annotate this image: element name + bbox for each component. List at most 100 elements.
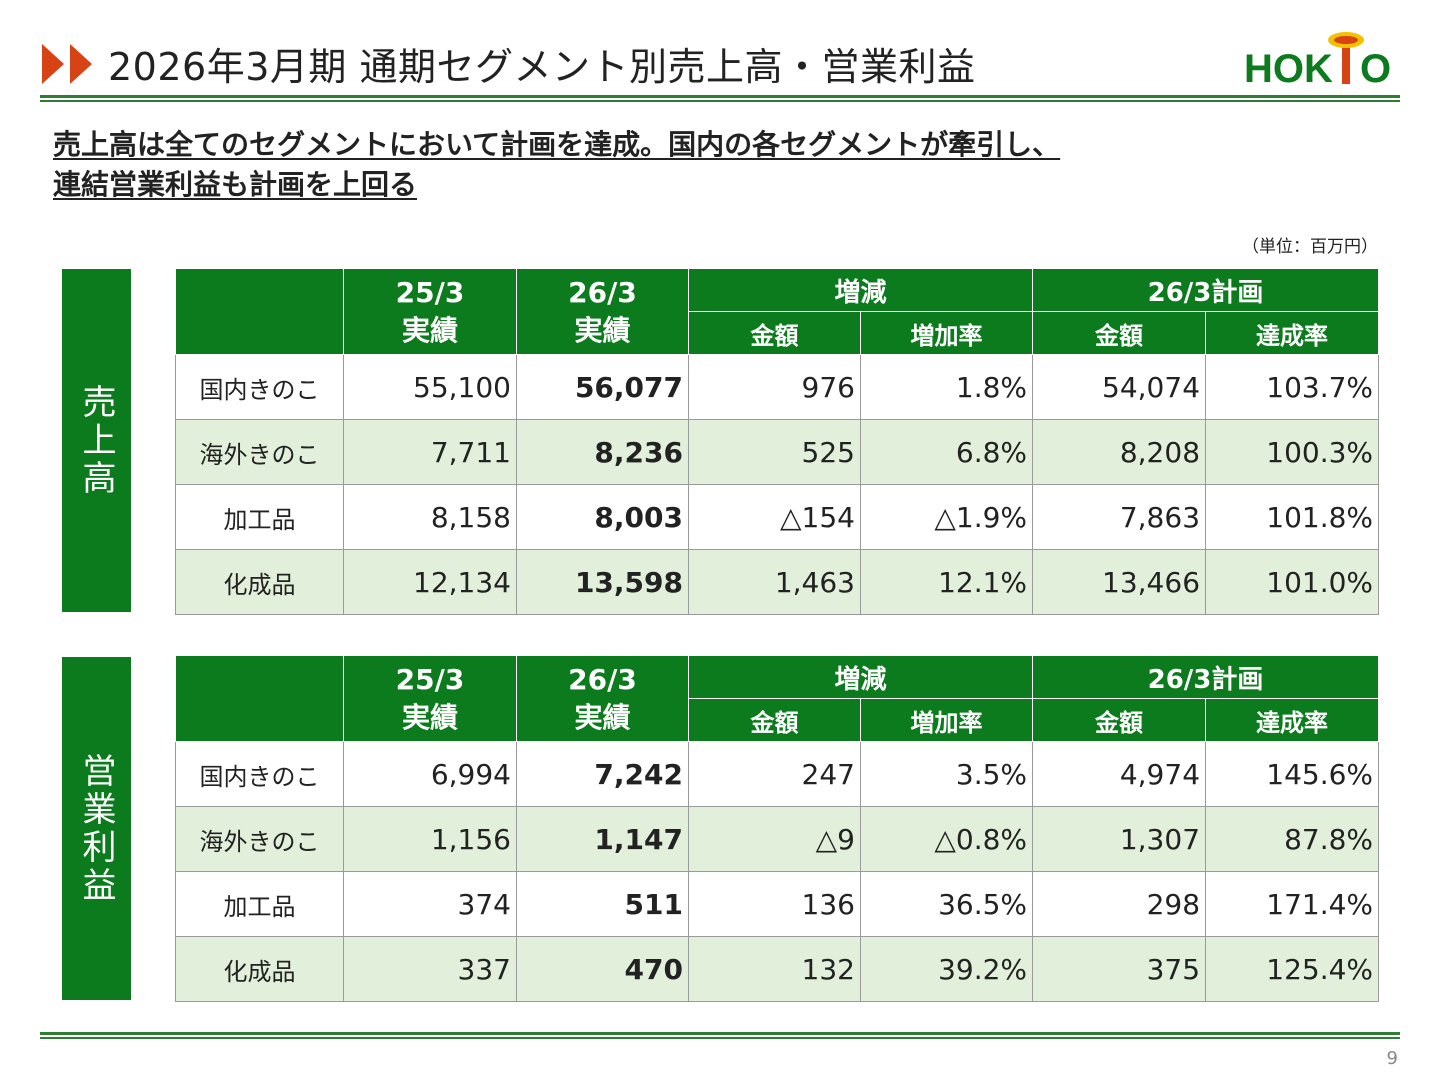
header-change-amount: 金額 <box>688 698 861 742</box>
header-change: 増減 <box>687 268 1034 312</box>
prev-value: 55,100 <box>343 354 517 420</box>
header-prev-year-label: 25/3 <box>395 275 465 309</box>
sales-table: 25/3 実績 26/3 実績 増減 26/3計画 金額 増加率 金額 達成率 … <box>175 268 1380 615</box>
prev-value: 7,711 <box>343 419 517 485</box>
header-prev-actual-label: 実績 <box>401 313 458 347</box>
plan-amount: 54,074 <box>1032 354 1207 420</box>
achievement-rate: 101.8% <box>1205 484 1380 550</box>
achievement-rate: 103.7% <box>1205 354 1380 420</box>
segment-name: 加工品 <box>175 871 344 937</box>
header-prev-year: 25/3 実績 <box>343 655 517 742</box>
curr-value: 8,236 <box>516 419 689 485</box>
change-amount: 976 <box>688 354 861 420</box>
table-row: 海外きのこ 1,156 1,147 △9 △0.8% 1,307 87.8% <box>175 806 1380 872</box>
change-amount: 1,463 <box>688 549 861 615</box>
footer-divider-thin <box>40 1037 1400 1039</box>
segment-name: 加工品 <box>175 484 344 550</box>
change-amount: △154 <box>688 484 861 550</box>
growth-rate: 1.8% <box>859 354 1034 420</box>
curr-value: 470 <box>516 936 689 1002</box>
header-achievement-rate: 達成率 <box>1205 311 1380 355</box>
header-divider <box>40 95 1400 98</box>
profit-section-label: 営業利益 <box>62 657 131 1000</box>
change-amount: 136 <box>688 871 861 937</box>
header-plan: 26/3計画 <box>1032 268 1380 312</box>
header-prev-actual-label: 実績 <box>401 700 458 734</box>
achievement-rate: 125.4% <box>1205 936 1380 1002</box>
header-blank <box>175 268 344 355</box>
segment-name: 国内きのこ <box>175 354 344 420</box>
header-achievement-rate: 達成率 <box>1205 698 1380 742</box>
achievement-rate: 101.0% <box>1205 549 1380 615</box>
header-prev-year-label: 25/3 <box>395 662 465 696</box>
plan-amount: 7,863 <box>1032 484 1207 550</box>
header-curr-year: 26/3 実績 <box>516 268 689 355</box>
header-plan-amount: 金額 <box>1032 311 1207 355</box>
table-row: 国内きのこ 55,100 56,077 976 1.8% 54,074 103.… <box>175 354 1380 420</box>
title-arrows-icon <box>42 44 92 84</box>
segment-name: 海外きのこ <box>175 806 344 872</box>
change-amount: △9 <box>688 806 861 872</box>
change-amount: 132 <box>688 936 861 1002</box>
page-number: 9 <box>1386 1048 1398 1069</box>
table-row: 海外きのこ 7,711 8,236 525 6.8% 8,208 100.3% <box>175 419 1380 485</box>
curr-value: 7,242 <box>516 741 689 807</box>
growth-rate: 3.5% <box>859 741 1034 807</box>
header-change-amount: 金額 <box>688 311 861 355</box>
header-change: 増減 <box>687 655 1034 699</box>
hokto-logo: HOK O <box>1244 32 1391 90</box>
page-title: 2026年3月期 通期セグメント別売上高・営業利益 <box>108 45 976 89</box>
curr-value: 13,598 <box>516 549 689 615</box>
curr-value: 1,147 <box>516 806 689 872</box>
curr-value: 56,077 <box>516 354 689 420</box>
table-row: 加工品 8,158 8,003 △154 △1.9% 7,863 101.8% <box>175 484 1380 550</box>
prev-value: 8,158 <box>343 484 517 550</box>
headline-message: 売上高は全てのセグメントにおいて計画を達成。国内の各セグメントが牽引し、 連結営… <box>53 125 1060 205</box>
prev-value: 12,134 <box>343 549 517 615</box>
growth-rate: △1.9% <box>859 484 1034 550</box>
growth-rate: 36.5% <box>859 871 1034 937</box>
growth-rate: 12.1% <box>859 549 1034 615</box>
headline-line-1: 売上高は全てのセグメントにおいて計画を達成。国内の各セグメントが牽引し、 <box>53 128 1061 161</box>
header-plan-amount: 金額 <box>1032 698 1207 742</box>
change-amount: 525 <box>688 419 861 485</box>
table-row: 化成品 337 470 132 39.2% 375 125.4% <box>175 936 1380 1002</box>
svg-text:O: O <box>1360 47 1391 90</box>
prev-value: 337 <box>343 936 517 1002</box>
growth-rate: 39.2% <box>859 936 1034 1002</box>
achievement-rate: 145.6% <box>1205 741 1380 807</box>
curr-value: 8,003 <box>516 484 689 550</box>
plan-amount: 8,208 <box>1032 419 1207 485</box>
footer-divider <box>40 1032 1400 1035</box>
header-curr-year: 26/3 実績 <box>516 655 689 742</box>
header-blank <box>175 655 344 742</box>
prev-value: 6,994 <box>343 741 517 807</box>
header-curr-actual-label: 実績 <box>574 313 631 347</box>
segment-name: 化成品 <box>175 549 344 615</box>
achievement-rate: 87.8% <box>1205 806 1380 872</box>
growth-rate: 6.8% <box>859 419 1034 485</box>
table-row: 加工品 374 511 136 36.5% 298 171.4% <box>175 871 1380 937</box>
header-growth-rate: 増加率 <box>859 698 1034 742</box>
sales-section-label: 売上高 <box>62 269 131 612</box>
growth-rate: △0.8% <box>859 806 1034 872</box>
headline-line-2: 連結営業利益も計画を上回る <box>53 168 418 201</box>
header-plan: 26/3計画 <box>1032 655 1380 699</box>
plan-amount: 1,307 <box>1032 806 1207 872</box>
segment-name: 海外きのこ <box>175 419 344 485</box>
plan-amount: 375 <box>1032 936 1207 1002</box>
change-amount: 247 <box>688 741 861 807</box>
header-curr-year-label: 26/3 <box>568 662 637 696</box>
plan-amount: 298 <box>1032 871 1207 937</box>
header-curr-year-label: 26/3 <box>568 275 637 309</box>
plan-amount: 4,974 <box>1032 741 1207 807</box>
table-row: 国内きのこ 6,994 7,242 247 3.5% 4,974 145.6% <box>175 741 1380 807</box>
segment-name: 化成品 <box>175 936 344 1002</box>
prev-value: 374 <box>343 871 517 937</box>
prev-value: 1,156 <box>343 806 517 872</box>
achievement-rate: 171.4% <box>1205 871 1380 937</box>
segment-name: 国内きのこ <box>175 741 344 807</box>
plan-amount: 13,466 <box>1032 549 1207 615</box>
header-growth-rate: 増加率 <box>859 311 1034 355</box>
header-curr-actual-label: 実績 <box>574 700 631 734</box>
